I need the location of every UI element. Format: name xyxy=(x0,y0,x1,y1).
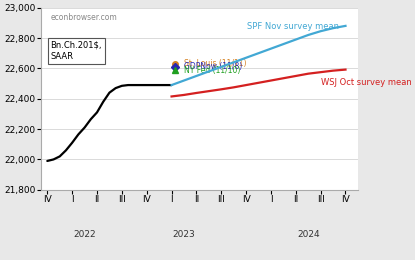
Text: WSJ Oct survey mean: WSJ Oct survey mean xyxy=(321,77,411,87)
Text: Bn.Ch.201$,
SAAR: Bn.Ch.201$, SAAR xyxy=(51,41,102,61)
Text: econbrowser.com: econbrowser.com xyxy=(51,13,117,22)
Text: 2023: 2023 xyxy=(173,230,195,239)
Text: St. Louis (11/11): St. Louis (11/11) xyxy=(184,59,247,68)
Text: 2024: 2024 xyxy=(297,230,320,239)
Text: SPF Nov survey mean: SPF Nov survey mean xyxy=(247,22,339,31)
Text: 2022: 2022 xyxy=(73,230,96,239)
Text: NY Fed (11/10): NY Fed (11/10) xyxy=(184,66,240,75)
Text: GDPNow (11/8): GDPNow (11/8) xyxy=(184,62,242,71)
